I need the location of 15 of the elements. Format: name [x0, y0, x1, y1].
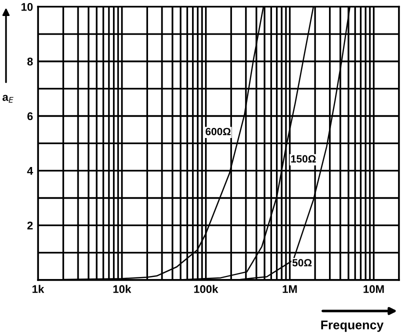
x-tick-label: 1k [32, 284, 44, 293]
y-tick-label: 8 [27, 58, 33, 66]
annotation: 150Ω [291, 155, 316, 163]
x-axis-title: Frequency [321, 320, 384, 332]
y-tick-label: 10 [21, 2, 33, 11]
x-tick-label: 100k [194, 284, 218, 294]
y-axis-title: a$_{E}$ [2, 94, 14, 103]
x-tick-label: 10M [364, 285, 384, 294]
annotation: 50Ω [292, 259, 312, 266]
y-tick-label: 4 [27, 167, 34, 175]
y-tick-label: 2 [27, 222, 33, 230]
y-tick-label: 6 [27, 112, 33, 120]
x-tick-label: 10k [113, 284, 132, 294]
x-tick-label: 1M [282, 285, 297, 293]
annotation: 600Ω [206, 128, 231, 136]
